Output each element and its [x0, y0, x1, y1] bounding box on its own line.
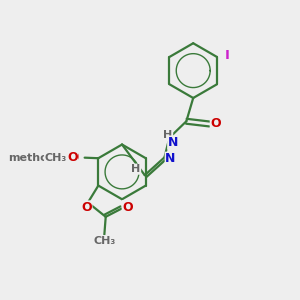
Text: H: H — [164, 130, 172, 140]
Text: O: O — [81, 201, 92, 214]
Text: O: O — [68, 151, 79, 164]
Text: O: O — [210, 118, 221, 130]
Text: CH₃: CH₃ — [93, 236, 116, 246]
Text: N: N — [168, 136, 178, 149]
Text: H: H — [131, 164, 141, 174]
Text: O: O — [67, 151, 78, 164]
Text: N: N — [165, 152, 176, 165]
Text: CH₃: CH₃ — [45, 153, 67, 163]
Text: O: O — [122, 201, 133, 214]
Text: I: I — [225, 49, 230, 62]
Text: methoxy: methoxy — [8, 153, 62, 163]
